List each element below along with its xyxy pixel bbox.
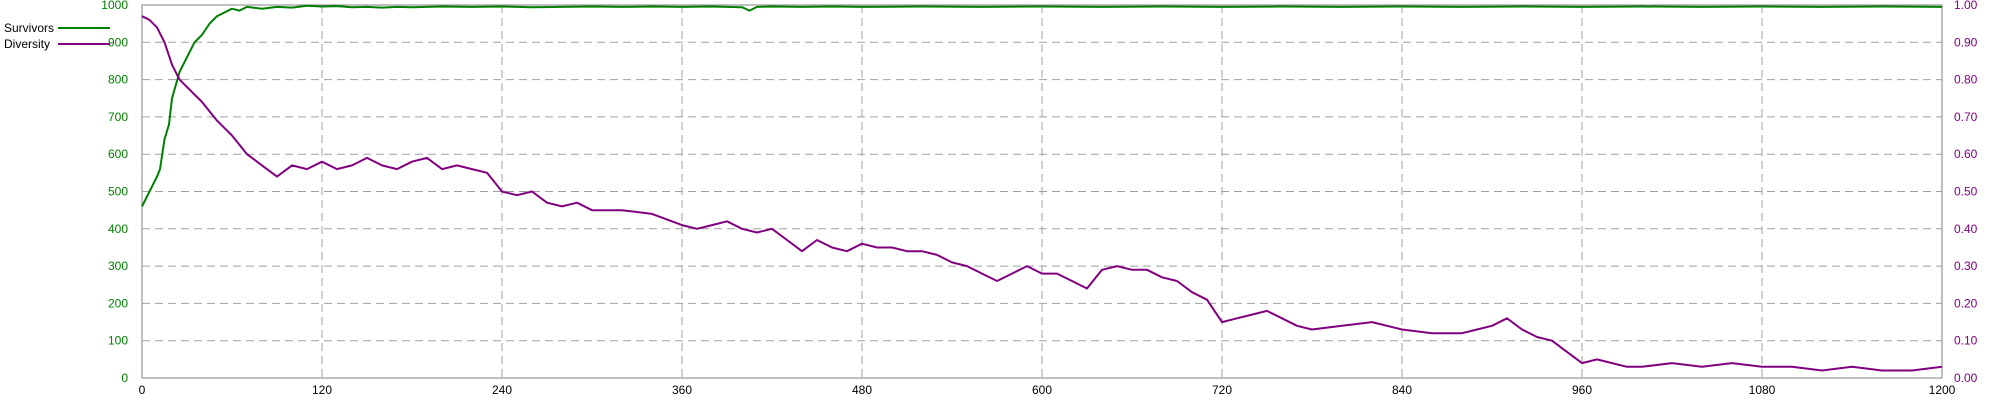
x-tick-label: 1200 — [1929, 383, 1956, 397]
x-tick-label: 120 — [312, 383, 332, 397]
y-tick-label-left: 200 — [108, 296, 128, 310]
legend-swatch-survivors — [58, 27, 110, 29]
y-tick-label-left: 400 — [108, 222, 128, 236]
legend-item-diversity: Diversity — [4, 36, 110, 52]
legend: Survivors Diversity — [4, 20, 110, 52]
y-tick-label-left: 600 — [108, 147, 128, 161]
x-tick-label: 960 — [1572, 383, 1592, 397]
y-tick-label-left: 800 — [108, 73, 128, 87]
y-tick-label-right: 0.50 — [1954, 185, 1978, 199]
legend-label-diversity: Diversity — [4, 37, 51, 51]
x-tick-label: 840 — [1392, 383, 1412, 397]
x-tick-label: 600 — [1032, 383, 1052, 397]
y-tick-label-left: 1000 — [101, 0, 128, 12]
y-tick-label-right: 0.90 — [1954, 35, 1978, 49]
y-tick-label-right: 1.00 — [1954, 0, 1978, 12]
y-tick-label-left: 900 — [108, 35, 128, 49]
y-tick-label-right: 0.30 — [1954, 259, 1978, 273]
y-tick-label-left: 500 — [108, 185, 128, 199]
series-line-diversity — [141, 15, 1943, 372]
y-tick-label-left: 300 — [108, 259, 128, 273]
x-axis: 0 120 240 360 480 600 720 840 960 1080 1200 — [139, 383, 1956, 397]
x-tick-label: 720 — [1212, 383, 1232, 397]
y-axis-left: 0 100 200 300 400 500 600 700 800 900 1000 — [101, 0, 128, 385]
legend-label-survivors: Survivors — [4, 21, 55, 35]
y-tick-label-right: 0.20 — [1954, 296, 1978, 310]
series-lines — [141, 4, 1943, 372]
y-tick-label-right: 0.00 — [1954, 371, 1978, 385]
y-tick-label-right: 0.10 — [1954, 334, 1978, 348]
x-tick-label: 1080 — [1749, 383, 1776, 397]
x-tick-label: 240 — [492, 383, 512, 397]
y-tick-label-left: 700 — [108, 110, 128, 124]
y-tick-label-left: 100 — [108, 334, 128, 348]
y-tick-label-right: 0.60 — [1954, 147, 1978, 161]
x-tick-label: 360 — [672, 383, 692, 397]
y-tick-label-right: 0.80 — [1954, 73, 1978, 87]
series-line-survivors — [141, 4, 1943, 207]
y-tick-label-right: 0.40 — [1954, 222, 1978, 236]
x-tick-label: 480 — [852, 383, 872, 397]
legend-item-survivors: Survivors — [4, 20, 110, 36]
x-tick-label: 0 — [139, 383, 146, 397]
y-axis-right: 0.00 0.10 0.20 0.30 0.40 0.50 0.60 0.70 0.80 0.90… — [1954, 0, 1978, 385]
legend-swatch-diversity — [58, 43, 110, 45]
y-tick-label-right: 0.70 — [1954, 110, 1978, 124]
y-tick-label-left: 0 — [121, 371, 128, 385]
